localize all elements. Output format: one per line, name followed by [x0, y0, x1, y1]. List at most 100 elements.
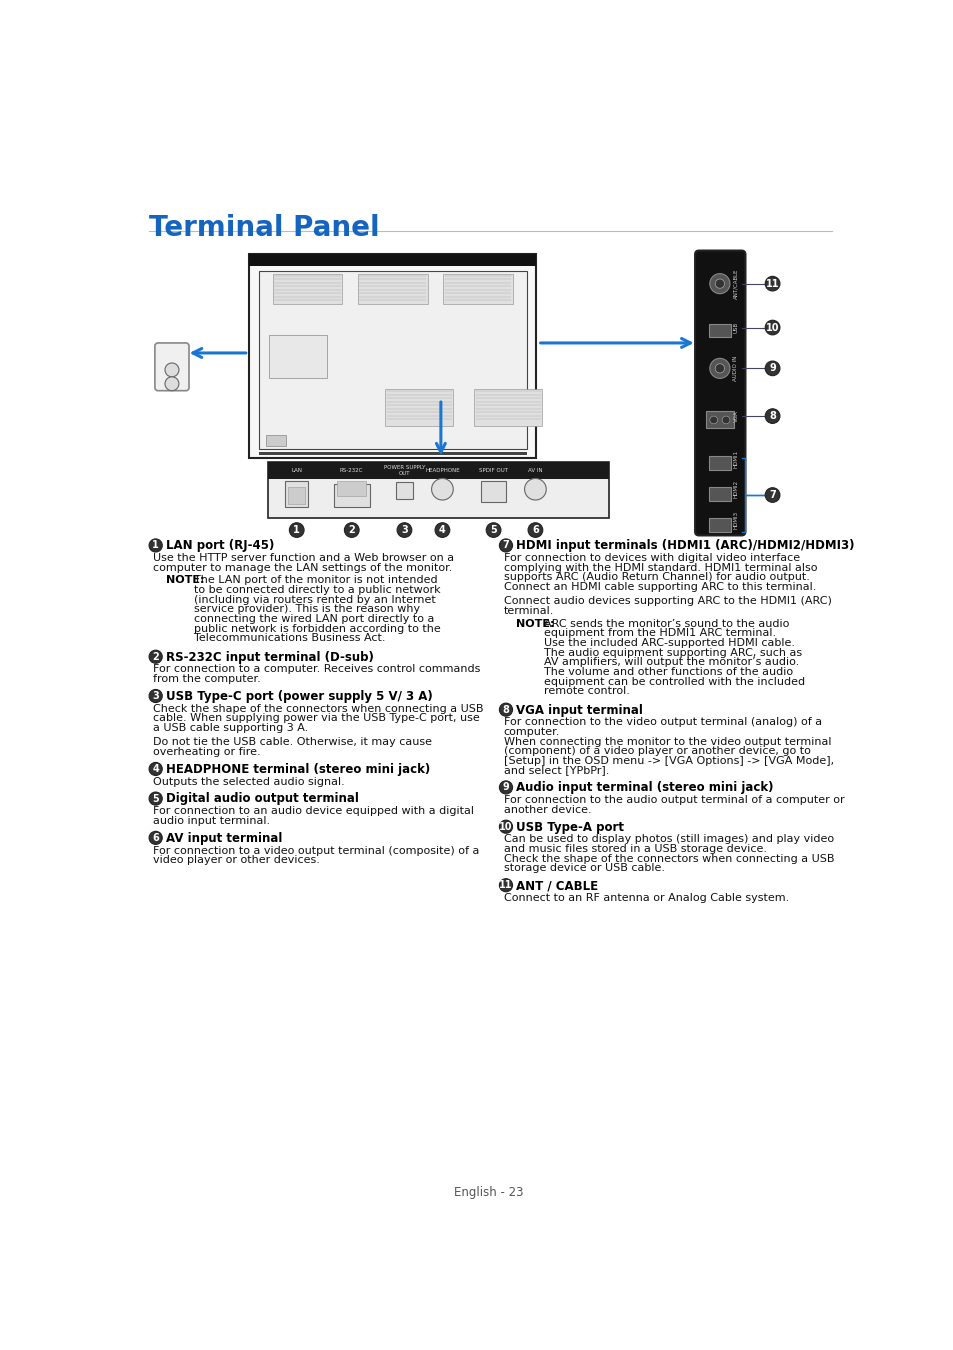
Text: RS-232C input terminal (D-sub): RS-232C input terminal (D-sub) — [166, 651, 374, 664]
Text: HDMI input terminals (HDMI1 (ARC)/HDMI2/HDMI3): HDMI input terminals (HDMI1 (ARC)/HDMI2/… — [516, 539, 854, 552]
Text: NOTE:: NOTE: — [166, 575, 204, 586]
Text: ANT / CABLE: ANT / CABLE — [516, 879, 598, 892]
Text: Use the HTTP server function and a Web browser on a: Use the HTTP server function and a Web b… — [153, 554, 454, 563]
Text: HEADPHONE terminal (stereo mini jack): HEADPHONE terminal (stereo mini jack) — [166, 763, 430, 776]
Circle shape — [486, 522, 500, 537]
Circle shape — [721, 416, 729, 424]
Bar — [268, 462, 608, 518]
Text: another device.: another device. — [503, 805, 591, 815]
Text: ANT/CABLE: ANT/CABLE — [733, 269, 738, 298]
Circle shape — [396, 522, 412, 537]
Bar — [266, 435, 286, 446]
Text: USB: USB — [733, 323, 738, 333]
Text: POWER SUPPLY
OUT: POWER SUPPLY OUT — [383, 466, 425, 477]
Text: VGA: VGA — [733, 410, 738, 423]
Text: audio input terminal.: audio input terminal. — [153, 815, 271, 826]
Text: connecting the wired LAN port directly to a: connecting the wired LAN port directly t… — [193, 614, 434, 624]
Circle shape — [149, 539, 162, 552]
Text: terminal.: terminal. — [503, 606, 554, 616]
Text: AV amplifiers, will output the monitor’s audio.: AV amplifiers, will output the monitor’s… — [543, 657, 799, 667]
Text: AV IN: AV IN — [528, 468, 542, 474]
Text: For connection to devices with digital video interface: For connection to devices with digital v… — [503, 554, 799, 563]
Text: from the computer.: from the computer. — [153, 674, 261, 684]
Circle shape — [498, 821, 512, 833]
Text: NOTE:: NOTE: — [516, 618, 554, 629]
Text: AUDIO IN: AUDIO IN — [733, 355, 738, 381]
Text: (component) of a video player or another device, go to: (component) of a video player or another… — [503, 747, 810, 756]
Bar — [395, 482, 413, 500]
Circle shape — [715, 363, 723, 373]
Text: HEADPHONE: HEADPHONE — [425, 468, 459, 474]
Text: Connect audio devices supporting ARC to the HDMI1 (ARC): Connect audio devices supporting ARC to … — [503, 597, 831, 606]
Bar — [258, 452, 526, 455]
Text: 8: 8 — [502, 705, 509, 714]
Text: For connection to an audio device equipped with a digital: For connection to an audio device equipp… — [153, 806, 474, 817]
Text: LAN: LAN — [291, 468, 302, 474]
Text: HDMI3: HDMI3 — [733, 512, 738, 529]
Text: equipment from the HDMI1 ARC terminal.: equipment from the HDMI1 ARC terminal. — [543, 629, 775, 639]
Text: 9: 9 — [502, 783, 509, 792]
FancyBboxPatch shape — [695, 251, 744, 536]
Text: VGA input terminal: VGA input terminal — [516, 703, 642, 717]
FancyBboxPatch shape — [154, 343, 189, 390]
Text: For connection to the video output terminal (analog) of a: For connection to the video output termi… — [503, 717, 821, 728]
Circle shape — [149, 763, 162, 775]
Text: computer to manage the LAN settings of the monitor.: computer to manage the LAN settings of t… — [153, 563, 453, 572]
Circle shape — [709, 358, 729, 378]
Text: The audio equipment supporting ARC, such as: The audio equipment supporting ARC, such… — [543, 648, 801, 657]
Text: USB Type-C port (power supply 5 V/ 3 A): USB Type-C port (power supply 5 V/ 3 A) — [166, 690, 432, 703]
Circle shape — [498, 879, 512, 892]
Bar — [249, 254, 536, 266]
Text: USB Type-A port: USB Type-A port — [516, 821, 623, 833]
Text: Outputs the selected audio signal.: Outputs the selected audio signal. — [153, 776, 345, 787]
Text: complying with the HDMI standard. HDMI1 terminal also: complying with the HDMI standard. HDMI1 … — [503, 563, 817, 572]
Text: 5: 5 — [490, 525, 497, 535]
Text: 10: 10 — [765, 323, 779, 332]
Bar — [336, 481, 366, 497]
Text: Check the shape of the connectors when connecting a USB: Check the shape of the connectors when c… — [503, 853, 833, 864]
Bar — [288, 487, 305, 504]
Text: For connection to the audio output terminal of a computer or: For connection to the audio output termi… — [503, 795, 843, 805]
Text: Connect an HDMI cable supporting ARC to this terminal.: Connect an HDMI cable supporting ARC to … — [503, 582, 815, 593]
Circle shape — [344, 522, 358, 537]
Text: For connection to a video output terminal (composite) of a: For connection to a video output termina… — [153, 845, 479, 856]
Text: cable. When supplying power via the USB Type-C port, use: cable. When supplying power via the USB … — [153, 713, 479, 724]
Text: storage device or USB cable.: storage device or USB cable. — [503, 863, 664, 873]
Text: Connect to an RF antenna or Analog Cable system.: Connect to an RF antenna or Analog Cable… — [503, 892, 788, 903]
Text: 3: 3 — [152, 691, 159, 701]
Circle shape — [149, 651, 162, 663]
Circle shape — [149, 792, 162, 805]
Circle shape — [165, 363, 179, 377]
Text: AV input terminal: AV input terminal — [166, 832, 282, 845]
Text: RS-232C: RS-232C — [339, 468, 363, 474]
Text: Can be used to display photos (still images) and play video: Can be used to display photos (still ima… — [503, 834, 833, 844]
Text: 6: 6 — [532, 525, 538, 535]
Text: Digital audio output terminal: Digital audio output terminal — [166, 792, 358, 806]
Text: LAN port (RJ-45): LAN port (RJ-45) — [166, 539, 274, 552]
Text: HDMI2: HDMI2 — [733, 481, 738, 498]
Text: Use the included ARC-supported HDMI cable.: Use the included ARC-supported HDMI cabl… — [543, 639, 794, 648]
Circle shape — [498, 703, 512, 717]
Text: remote control.: remote control. — [543, 686, 629, 697]
Text: 9: 9 — [768, 363, 775, 374]
Text: 11: 11 — [498, 880, 512, 890]
Text: When connecting the monitor to the video output terminal: When connecting the monitor to the video… — [503, 737, 830, 747]
Text: Do not tie the USB cable. Otherwise, it may cause: Do not tie the USB cable. Otherwise, it … — [153, 737, 432, 748]
Text: 10: 10 — [498, 822, 512, 832]
Text: [Setup] in the OSD menu -> [VGA Options] -> [VGA Mode],: [Setup] in the OSD menu -> [VGA Options]… — [503, 756, 833, 765]
Bar — [357, 274, 427, 305]
Bar — [273, 274, 342, 305]
Text: overheating or fire.: overheating or fire. — [153, 747, 261, 757]
Circle shape — [431, 478, 453, 500]
Text: public network is forbidden according to the: public network is forbidden according to… — [193, 624, 440, 633]
Bar — [708, 487, 730, 501]
Bar — [268, 462, 608, 479]
Text: The volume and other functions of the audio: The volume and other functions of the au… — [543, 667, 792, 676]
Text: 4: 4 — [152, 764, 159, 774]
Text: supports ARC (Audio Return Channel) for audio output.: supports ARC (Audio Return Channel) for … — [503, 572, 809, 582]
Text: ARC sends the monitor’s sound to the audio: ARC sends the monitor’s sound to the aud… — [543, 618, 788, 629]
Text: English - 23: English - 23 — [454, 1187, 523, 1199]
Bar — [258, 271, 526, 450]
Circle shape — [498, 539, 512, 552]
Bar — [705, 412, 733, 428]
